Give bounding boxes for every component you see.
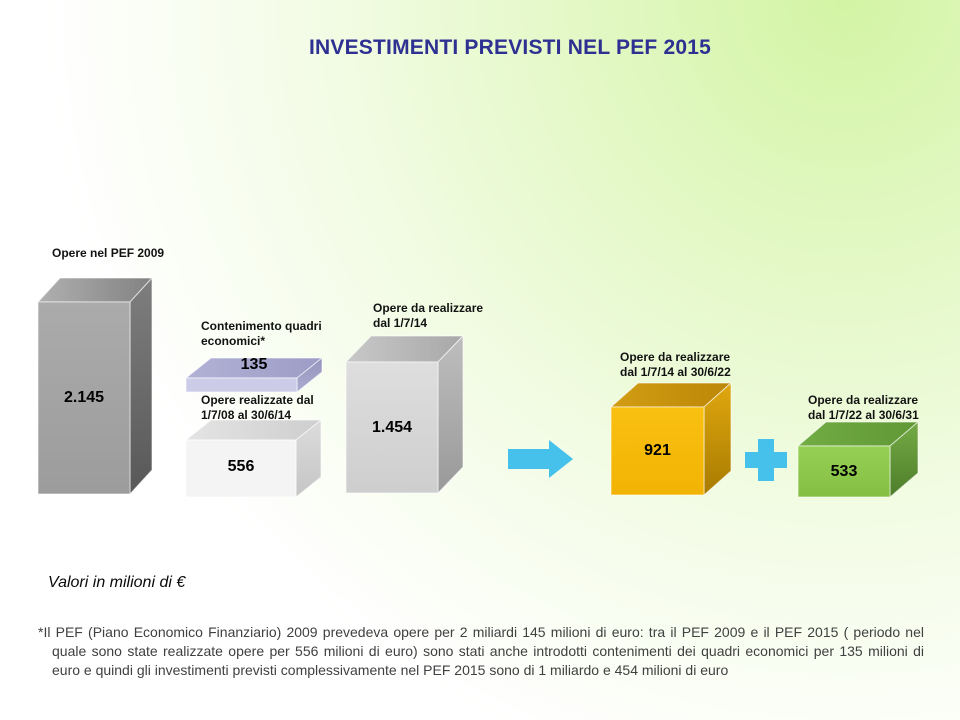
- label-pef2009: Opere nel PEF 2009: [52, 246, 164, 261]
- box-da-realizzare-14-22: [610, 382, 732, 496]
- box-da-realizzare-14: [345, 335, 464, 494]
- label-realizzate: Opere realizzate dal 1/7/08 al 30/6/14: [201, 393, 314, 423]
- label-realizzate-line1: Opere realizzate dal: [201, 393, 314, 407]
- box-da-realizzare-14-side-face: [437, 335, 464, 494]
- footnote: *Il PEF (Piano Economico Finanziario) 20…: [38, 624, 924, 678]
- label-realizzate-line2: 1/7/08 al 30/6/14: [201, 408, 292, 422]
- label-da-realizzare-14-22-line2: dal 1/7/14 al 30/6/22: [620, 365, 731, 379]
- unit-note: Valori in milioni di €: [48, 574, 186, 591]
- value-realizzate: 556: [227, 457, 255, 475]
- value-pef2009: 2.145: [63, 389, 105, 406]
- label-da-realizzare-14-22-line1: Opere da realizzare: [620, 350, 731, 364]
- box-da-realizzare-14-front-face: [345, 361, 439, 494]
- label-contenimento: Contenimento quadri economici*: [201, 319, 322, 349]
- box-pef2009: [37, 277, 153, 495]
- box-da-realizzare-14-22-front-face: [610, 406, 705, 496]
- label-pef2009-line1: Opere nel PEF 2009: [52, 246, 165, 260]
- arrow-right-icon: [508, 440, 573, 478]
- box-contenimento-front-face: [185, 377, 298, 393]
- box-contenimento: [185, 357, 323, 393]
- box-pef2009-front-face: [37, 301, 131, 495]
- box-realizzate-front-face: [185, 439, 297, 498]
- label-da-realizzare-14-line1: Opere da realizzare: [373, 301, 484, 315]
- label-contenimento-line2: economici*: [201, 334, 266, 348]
- label-da-realizzare-22-31-line2: dal 1/7/22 al 30/6/31: [808, 408, 919, 422]
- label-da-realizzare-14: Opere da realizzare dal 1/7/14: [373, 301, 483, 331]
- label-contenimento-line1: Contenimento quadri: [201, 319, 322, 333]
- value-da-realizzare-14: 1.454: [371, 418, 413, 436]
- label-da-realizzare-22-31: Opere da realizzare dal 1/7/22 al 30/6/3…: [808, 393, 919, 423]
- value-contenimento: 135: [240, 356, 268, 373]
- label-da-realizzare-14-line2: dal 1/7/14: [373, 316, 428, 330]
- label-da-realizzare-14-22: Opere da realizzare dal 1/7/14 al 30/6/2…: [620, 350, 731, 380]
- box-pef2009-side-face: [129, 277, 153, 495]
- value-da-realizzare-22-31: 533: [830, 462, 858, 480]
- box-da-realizzare-22-31-front-face: [797, 445, 891, 498]
- value-da-realizzare-14-22: 921: [644, 442, 671, 459]
- plus-icon: [745, 439, 787, 481]
- label-da-realizzare-22-31-line1: Opere da realizzare: [808, 393, 919, 407]
- box-da-realizzare-22-31: [797, 421, 919, 498]
- box-realizzate: [185, 419, 322, 498]
- page-title: INVESTIMENTI PREVISTI NEL PEF 2015: [308, 36, 712, 59]
